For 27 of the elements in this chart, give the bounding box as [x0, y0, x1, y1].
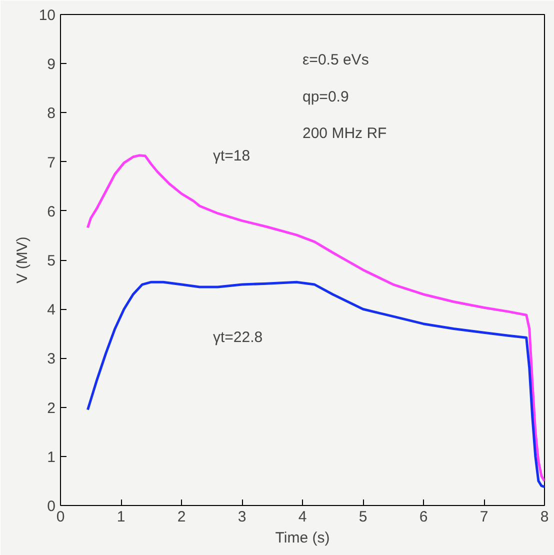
- y-tick-label: 2: [47, 400, 56, 417]
- y-tick-label: 4: [47, 302, 56, 319]
- x-tick-label: 3: [238, 508, 246, 526]
- x-tick-label: 5: [358, 508, 368, 526]
- annotation: ε=0.5 eVs: [302, 52, 369, 69]
- annotation: γt=22.8: [212, 328, 263, 346]
- annotation: qp=0.9: [302, 88, 349, 106]
- y-tick-label: 9: [47, 56, 56, 74]
- x-tick-label: 1: [116, 508, 126, 526]
- y-tick-label: 10: [38, 7, 56, 24]
- x-tick-label: 8: [540, 508, 549, 526]
- y-tick-label: 1: [47, 448, 56, 466]
- y-tick-label: 5: [47, 252, 56, 270]
- y-tick-label: 0: [47, 498, 56, 515]
- y-tick-label: 3: [47, 350, 56, 368]
- y-axis-title: V (MV): [14, 236, 31, 284]
- y-tick-label: 7: [47, 154, 56, 172]
- x-axis-title: Time (s): [275, 530, 330, 546]
- annotation: 200 MHz RF: [302, 125, 387, 142]
- x-tick-label: 4: [298, 508, 307, 526]
- annotation: γt=18: [212, 147, 250, 164]
- y-tick-label: 6: [47, 203, 56, 220]
- x-tick-label: 2: [177, 508, 186, 526]
- x-tick-label: 6: [419, 508, 428, 526]
- x-tick-label: 7: [480, 508, 488, 526]
- line-series: [86, 280, 544, 488]
- y-tick-label: 8: [47, 105, 56, 122]
